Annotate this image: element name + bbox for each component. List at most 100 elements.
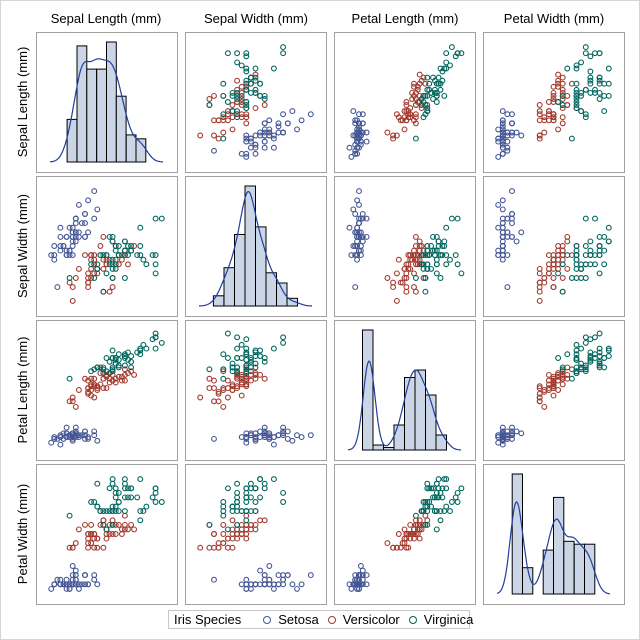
point-virginica — [559, 364, 566, 371]
point-versicolor — [112, 521, 119, 528]
point-virginica — [424, 92, 431, 99]
point-setosa — [356, 220, 362, 227]
point-setosa — [504, 147, 511, 154]
point-versicolor — [409, 531, 416, 537]
point-virginica — [91, 275, 98, 281]
point-versicolor — [100, 265, 107, 272]
point-setosa — [348, 153, 355, 160]
point-virginica — [601, 261, 608, 268]
point-versicolor — [411, 80, 417, 87]
point-versicolor — [397, 544, 404, 551]
point-setosa — [69, 435, 76, 442]
point-virginica — [220, 111, 227, 118]
point-setosa — [243, 132, 250, 139]
point-versicolor — [69, 398, 76, 405]
point-virginica — [596, 362, 603, 369]
point-versicolor — [559, 74, 566, 81]
histogram-bar — [276, 282, 288, 307]
point-setosa — [499, 132, 506, 139]
point-virginica — [252, 347, 259, 354]
point-virginica — [596, 243, 603, 249]
point-setosa — [275, 432, 282, 439]
point-virginica — [582, 334, 589, 341]
point-virginica — [448, 499, 455, 505]
point-virginica — [106, 485, 113, 492]
point-versicolor — [559, 247, 566, 254]
point-virginica — [243, 86, 250, 93]
point-virginica — [112, 261, 119, 268]
point-setosa — [252, 144, 259, 151]
point-virginica — [555, 355, 562, 361]
point-virginica — [158, 339, 165, 346]
point-virginica — [247, 356, 254, 363]
point-setosa — [356, 123, 362, 130]
point-versicolor — [407, 111, 414, 118]
point-setosa — [72, 581, 79, 588]
point-setosa — [72, 572, 79, 579]
point-virginica — [261, 485, 268, 492]
point-virginica — [234, 59, 241, 66]
point-virginica — [152, 334, 159, 341]
legend-marker-setosa — [263, 615, 272, 624]
point-setosa — [69, 434, 76, 441]
density-curve — [347, 360, 461, 451]
point-versicolor — [403, 102, 410, 108]
point-versicolor — [66, 398, 73, 405]
point-virginica — [220, 135, 227, 142]
point-versicolor — [106, 379, 113, 386]
point-virginica — [605, 353, 612, 360]
point-versicolor — [559, 105, 566, 112]
point-virginica — [115, 499, 122, 505]
point-virginica — [125, 494, 131, 501]
point-versicolor — [97, 243, 104, 249]
point-versicolor — [211, 377, 217, 384]
point-setosa — [78, 581, 85, 588]
point-versicolor — [72, 540, 79, 547]
point-virginica — [573, 80, 580, 87]
point-virginica — [238, 341, 245, 348]
point-virginica — [121, 362, 128, 369]
point-virginica — [605, 224, 612, 231]
panel-petal-width-vs-sepal-width — [185, 464, 327, 605]
point-versicolor — [131, 371, 138, 378]
point-virginica — [573, 252, 580, 259]
point-setosa — [289, 108, 296, 115]
point-setosa — [499, 108, 506, 115]
point-virginica — [270, 65, 277, 72]
point-virginica — [100, 288, 107, 295]
point-versicolor — [85, 270, 92, 277]
point-setosa — [57, 233, 64, 240]
point-virginica — [229, 108, 236, 115]
point-versicolor — [88, 275, 95, 281]
point-versicolor — [85, 544, 92, 551]
point-setosa — [91, 432, 98, 439]
point-setosa — [499, 141, 506, 148]
point-setosa — [509, 424, 515, 431]
point-setosa — [298, 434, 305, 441]
point-versicolor — [536, 394, 543, 401]
point-versicolor — [220, 540, 227, 547]
point-versicolor — [88, 531, 95, 537]
point-virginica — [112, 508, 119, 515]
point-virginica — [115, 489, 122, 496]
point-virginica — [140, 508, 147, 515]
point-virginica — [412, 512, 419, 519]
point-virginica — [229, 360, 236, 367]
point-setosa — [243, 439, 250, 446]
point-virginica — [109, 347, 116, 354]
point-virginica — [252, 77, 259, 84]
point-setosa — [82, 211, 88, 217]
point-versicolor — [395, 531, 402, 537]
point-setosa — [51, 243, 58, 249]
point-setosa — [307, 432, 314, 439]
point-virginica — [121, 353, 128, 360]
point-virginica — [587, 74, 594, 81]
point-virginica — [587, 68, 594, 75]
point-virginica — [441, 65, 448, 72]
point-virginica — [94, 503, 101, 510]
point-virginica — [243, 102, 250, 108]
point-versicolor — [234, 371, 241, 378]
panel-border — [36, 176, 178, 317]
point-versicolor — [229, 517, 236, 524]
point-virginica — [458, 485, 465, 492]
